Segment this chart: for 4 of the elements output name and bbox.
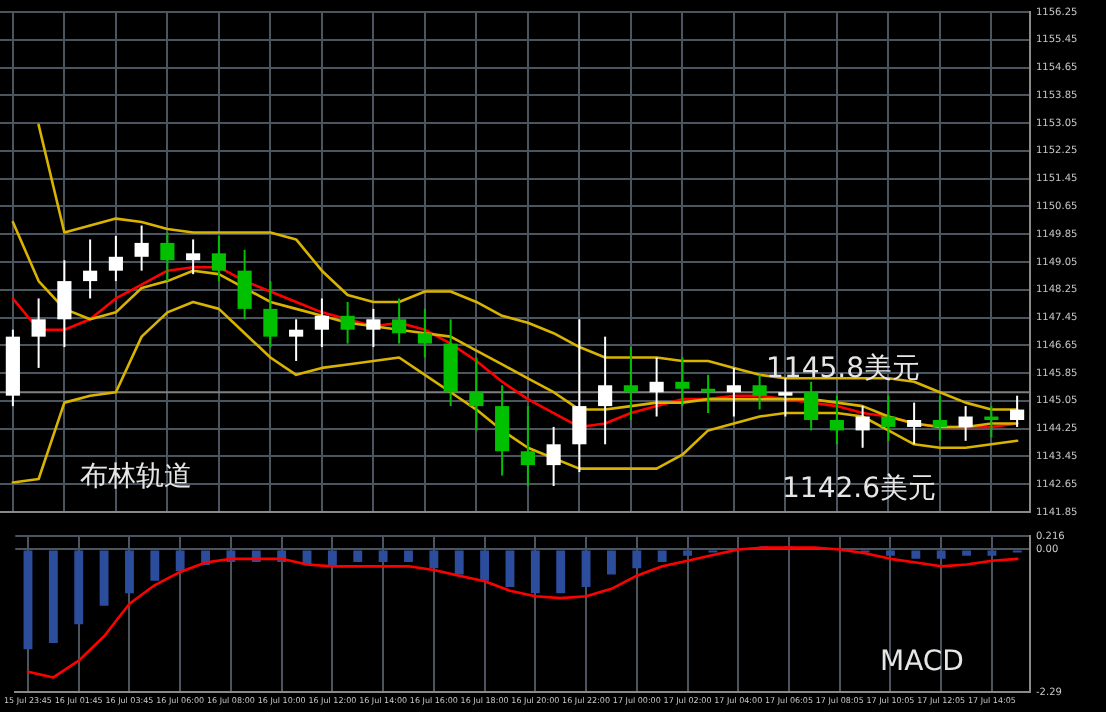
annotation: 1142.6美元	[782, 473, 936, 506]
annotation: 1145.8美元	[766, 353, 920, 386]
annotation: 布林轨道	[80, 461, 192, 494]
annotation: MACD	[880, 645, 964, 678]
